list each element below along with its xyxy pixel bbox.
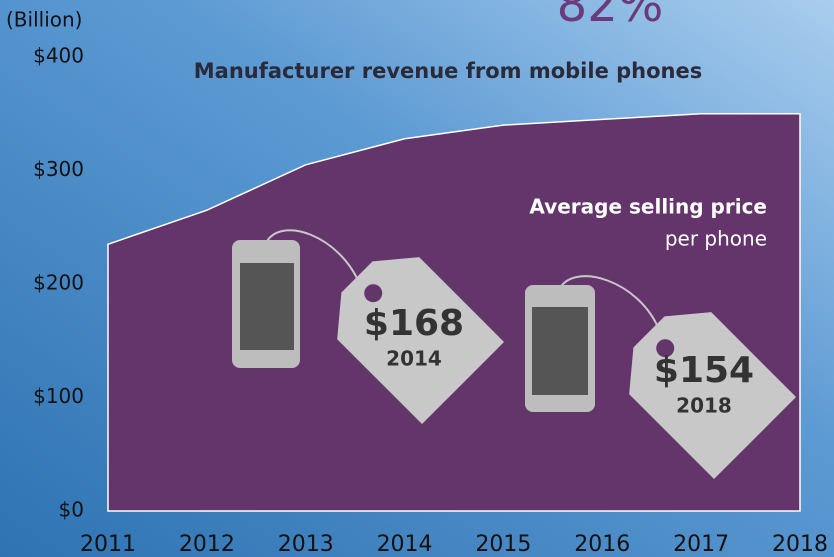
x-tick-label: 2016: [574, 532, 630, 557]
x-tick-label: 2017: [673, 532, 729, 557]
headline: 82%: [557, 0, 664, 33]
price-year: 2014: [386, 347, 442, 371]
price: $168: [364, 303, 464, 344]
string: [559, 275, 661, 333]
y-axis-label: (Billion): [6, 8, 82, 32]
x-tick-label: 2018: [772, 532, 828, 557]
phone-tag-2: $154 2018: [525, 275, 797, 480]
x-tick-label: 2012: [179, 532, 235, 557]
price: $154: [654, 350, 754, 391]
x-tick-label: 2014: [377, 532, 433, 557]
annotation: Average selling price: [529, 195, 767, 219]
price-tag: [629, 312, 797, 480]
x-tick-label: 2015: [475, 532, 531, 557]
price-year: 2018: [676, 394, 732, 418]
y-tick-label: $0: [59, 498, 84, 522]
y-tick-label: $400: [33, 44, 84, 68]
phone-screen: [532, 307, 588, 395]
chart-title: Manufacturer revenue from mobile phones: [194, 59, 702, 83]
phone-screen: [240, 263, 294, 350]
price-tag: [337, 257, 505, 425]
y-tick-label: $200: [33, 271, 84, 295]
tag-hole: [656, 339, 675, 358]
y-tick-label: $300: [33, 157, 84, 181]
tag-hole: [364, 284, 383, 303]
x-tick-label: 2011: [80, 532, 136, 557]
annotation: per phone: [665, 227, 767, 251]
y-tick-label: $100: [33, 384, 84, 408]
x-tick-label: 2013: [278, 532, 334, 557]
string: [265, 229, 361, 286]
phone-tag-1: $168 2014: [232, 229, 505, 425]
